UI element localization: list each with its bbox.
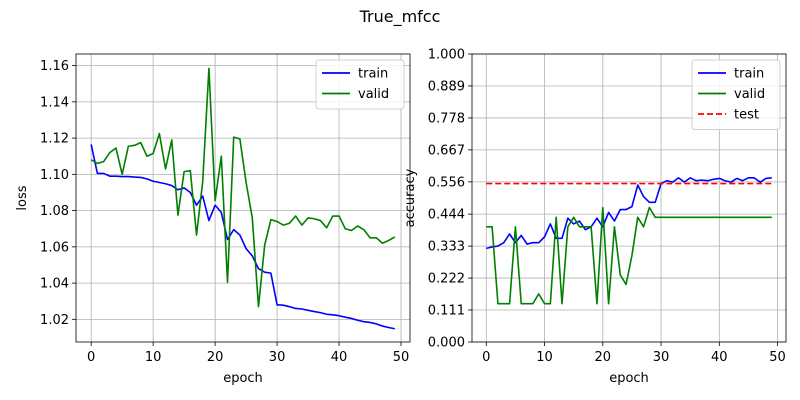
x-axis-label: epoch xyxy=(609,371,649,386)
y-tick-label: 1.12 xyxy=(40,132,69,147)
x-tick-label: 10 xyxy=(536,350,553,365)
x-tick-label: 30 xyxy=(653,350,670,365)
y-tick-label: 0.556 xyxy=(428,175,465,190)
y-tick-label: 1.04 xyxy=(40,277,69,292)
y-axis-label: loss xyxy=(15,185,30,210)
x-tick-label: 0 xyxy=(87,350,95,365)
loss-chart: 0 10 20 30 40 50 1.02 1.04 1.06 1.08 1.10 1.12 1.14 1… xyxy=(15,53,411,386)
legend-label-valid: valid xyxy=(358,87,389,102)
figure-title: True_mfcc xyxy=(359,7,441,27)
y-tick-label: 1.02 xyxy=(40,313,69,328)
legend-label-train: train xyxy=(734,67,764,82)
plot-frame xyxy=(75,53,411,343)
y-tick-label: 0.333 xyxy=(428,240,465,255)
train-line xyxy=(90,144,395,330)
legend-label-valid: valid xyxy=(734,87,765,102)
legend: train valid test xyxy=(691,59,781,130)
y-tick-label: 1.10 xyxy=(40,168,69,183)
y-axis-label: accuracy xyxy=(403,168,418,227)
x-tick-label: 40 xyxy=(331,350,348,365)
y-tick-label: 1.000 xyxy=(428,48,465,63)
x-tick-label: 50 xyxy=(769,350,786,365)
y-tick-label: 1.06 xyxy=(40,240,69,255)
y-tick-label: 1.08 xyxy=(40,204,69,219)
x-tick-label: 0 xyxy=(482,350,490,365)
y-tick-label: 0.444 xyxy=(428,208,465,223)
y-tick-label: 0.667 xyxy=(428,143,465,158)
y-tick-label: 0.778 xyxy=(428,111,465,126)
plot-frame xyxy=(471,53,787,343)
x-axis-label: epoch xyxy=(223,371,263,386)
x-tick-label: 30 xyxy=(269,350,286,365)
legend-box xyxy=(691,59,781,130)
accuracy-chart: 0 10 20 30 40 50 0.000 0.111 0.222 0.333 0.444 0.55… xyxy=(403,48,787,386)
legend: train valid xyxy=(315,59,405,110)
y-tick-label: 0.889 xyxy=(428,79,465,94)
x-tick-label: 10 xyxy=(145,350,162,365)
y-tick-label: 0.222 xyxy=(428,272,465,287)
y-tick-label: 0.111 xyxy=(428,304,465,319)
legend-label-test: test xyxy=(734,108,759,123)
x-tick-label: 50 xyxy=(393,350,410,365)
valid-line xyxy=(486,206,772,305)
valid-line xyxy=(90,67,396,308)
y-tick-label: 1.14 xyxy=(40,95,69,110)
x-tick-label: 20 xyxy=(207,350,224,365)
y-tick-label: 1.16 xyxy=(40,59,69,74)
y-tick-label: 0.000 xyxy=(428,336,465,351)
legend-label-train: train xyxy=(358,67,388,82)
x-tick-label: 20 xyxy=(595,350,612,365)
x-tick-label: 40 xyxy=(711,350,728,365)
train-line xyxy=(486,177,772,250)
